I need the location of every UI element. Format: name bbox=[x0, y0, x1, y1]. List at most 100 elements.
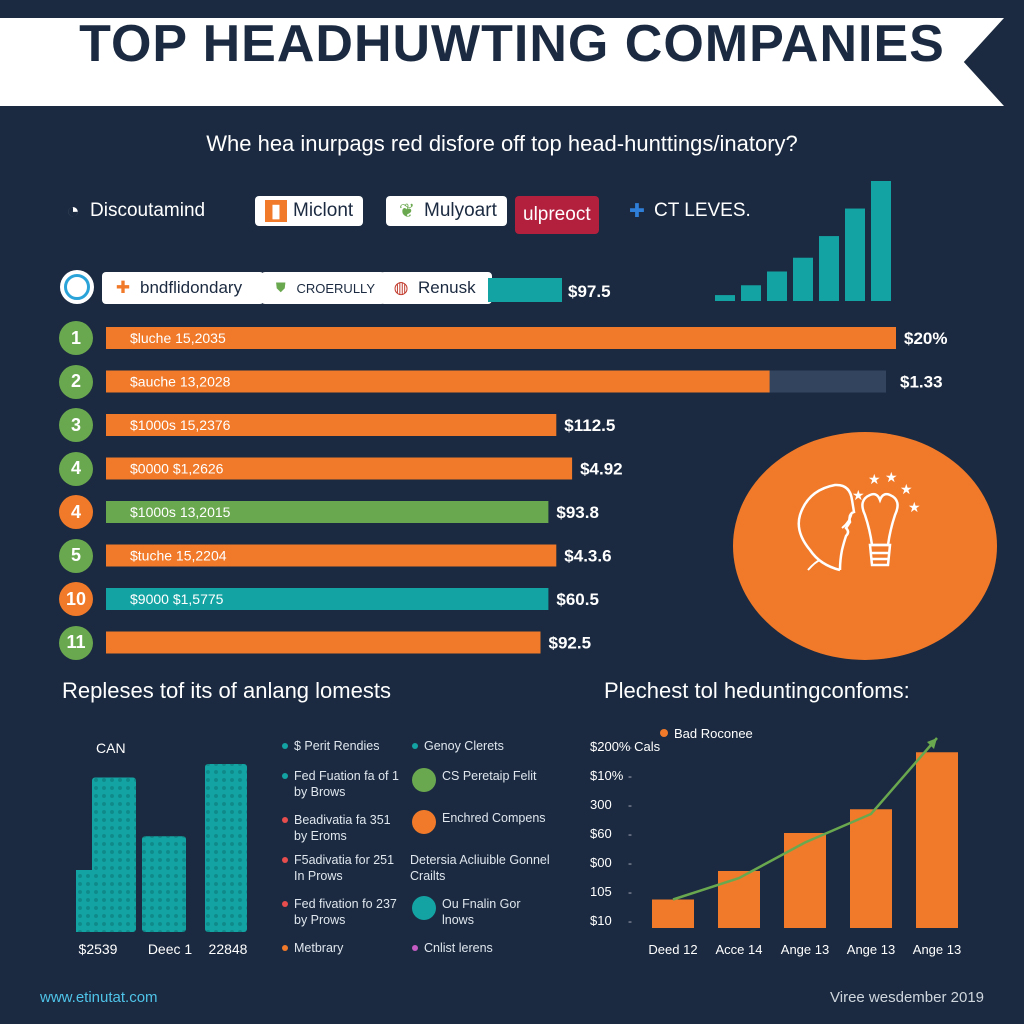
legend-dot bbox=[412, 945, 418, 951]
svg-text:★: ★ bbox=[900, 482, 913, 498]
y-tick-mark: - bbox=[628, 827, 632, 841]
head-bulb-icon: ★★ ★★★ bbox=[797, 470, 920, 572]
y-tick-mark: - bbox=[628, 769, 632, 783]
bar bbox=[106, 631, 541, 654]
legend-label: Enchred Compens bbox=[442, 811, 546, 825]
legend-dot bbox=[282, 773, 288, 779]
top-value-label: $97.5 bbox=[568, 282, 611, 301]
company-logo: ✚ bndflidondary bbox=[102, 272, 264, 304]
bar-value-label: $20% bbox=[904, 329, 947, 348]
bar bbox=[850, 809, 892, 928]
top-value-bar bbox=[488, 278, 562, 302]
x-tick-label: Deec 1 bbox=[148, 941, 193, 957]
footer-website[interactable]: www.etinutat.com bbox=[40, 989, 158, 1006]
ranked-bar-chart: $luche 15,2035 $20% $auche 13,2028 $1.33 $10… bbox=[106, 327, 947, 654]
globe-icon: ◍ bbox=[393, 278, 409, 297]
x-tick-label: $2539 bbox=[79, 941, 118, 957]
legend-dot bbox=[412, 896, 436, 920]
company-logo-name: CROERULLY bbox=[296, 280, 375, 296]
right-bar-chart: $10 -105 -$00 -$60 -300 -$10% -$200% Cals-Bad … bbox=[590, 726, 961, 957]
x-tick-label: Ange 13 bbox=[913, 942, 961, 957]
legend-label: Ou Fnalin Gor lnows bbox=[442, 897, 521, 927]
legend-dot bbox=[282, 743, 288, 749]
y-tick-mark: - bbox=[628, 885, 632, 899]
legend-label: Cnlist lerens bbox=[424, 941, 493, 955]
legend-label: Fed Fuation fa of 1 by Brows bbox=[294, 769, 399, 799]
y-tick-label: 105 bbox=[590, 884, 612, 899]
bar-value-label: $92.5 bbox=[549, 634, 592, 653]
bar-value-label: $4.3.6 bbox=[564, 547, 611, 566]
bar bbox=[142, 836, 186, 932]
bar-label: $tuche 15,2204 bbox=[130, 548, 227, 564]
growth-bar bbox=[819, 236, 839, 301]
x-tick-label: 22848 bbox=[209, 941, 248, 957]
bar-label: $9000 $1,5775 bbox=[130, 591, 224, 607]
growth-bar bbox=[845, 208, 865, 301]
swirl-icon: ◔ bbox=[66, 198, 80, 223]
legend-label: Genoy Clerets bbox=[424, 739, 504, 753]
bar-label: $luche 15,2035 bbox=[130, 330, 226, 346]
bar-value-label: $4.92 bbox=[580, 460, 623, 479]
legend-label: Metbrary bbox=[294, 941, 344, 955]
page-subtitle: Whe hea inurpags red disfore off top hea… bbox=[206, 131, 798, 156]
svg-text:★: ★ bbox=[868, 472, 881, 488]
rank-circle: 2 bbox=[59, 364, 93, 399]
bar-value-label: $112.5 bbox=[564, 416, 615, 435]
company-logo-name: Mulyoart bbox=[424, 200, 497, 221]
legend-item: $ Perit Rendies bbox=[282, 738, 407, 754]
y-tick-mark: - bbox=[628, 856, 632, 870]
title-banner bbox=[0, 18, 1004, 106]
bar bbox=[106, 370, 770, 393]
orange-plus-icon: ✚ bbox=[115, 278, 131, 297]
company-logo-name: bndflidondary bbox=[140, 278, 243, 297]
rank-circle: 4 bbox=[59, 451, 93, 486]
company-logo: ◔ Discoutamind bbox=[62, 198, 205, 223]
legend-dot bbox=[282, 945, 288, 951]
legend-dot bbox=[660, 729, 668, 737]
right-section-title: Plechest tol heduntingconfoms: bbox=[604, 678, 910, 703]
company-logo: ◍ Renusk bbox=[380, 272, 492, 304]
legend-dot bbox=[412, 810, 436, 834]
svg-text:★: ★ bbox=[908, 500, 920, 516]
bar-value-label: $60.5 bbox=[556, 590, 599, 609]
bar-segment bbox=[76, 870, 96, 932]
legend-dot bbox=[412, 768, 436, 792]
legend-item: Detersia Acliuible Gonnel Crailts bbox=[410, 852, 550, 884]
legend-item: Ou Fnalin Gor lnows bbox=[412, 896, 552, 928]
svg-text:★: ★ bbox=[885, 470, 898, 486]
bar bbox=[652, 899, 694, 928]
trend-line bbox=[672, 737, 938, 901]
company-logo: ▮ Miclont bbox=[255, 196, 364, 226]
rank-circle: 11 bbox=[59, 625, 93, 660]
x-tick-label: Acce 14 bbox=[716, 942, 763, 957]
company-logo-name: Miclont bbox=[293, 200, 354, 221]
svg-text:★: ★ bbox=[852, 488, 865, 504]
legend-item: F5adivatia for 251 In Prows bbox=[282, 852, 407, 884]
rank-circle: 1 bbox=[59, 321, 93, 355]
rank-circle: 5 bbox=[59, 538, 93, 573]
legend-label: CS Peretaip Felit bbox=[442, 769, 537, 783]
legend-item: Fed Fuation fa of 1 by Brows bbox=[282, 768, 407, 800]
legend-item: Cnlist lerens bbox=[412, 940, 552, 956]
x-tick-label: Deed 12 bbox=[648, 942, 697, 957]
legend-label: $ Perit Rendies bbox=[294, 739, 380, 753]
legend-label: F5adivatia for 251 In Prows bbox=[294, 853, 395, 883]
legend-label: Bad Roconee bbox=[674, 726, 753, 741]
y-tick-label: $10 bbox=[590, 913, 612, 928]
legend-item: Metbrary bbox=[282, 940, 407, 956]
bar-label: $1000s 15,2376 bbox=[130, 417, 231, 433]
company-logo-name: ulpreoct bbox=[523, 204, 591, 225]
bar bbox=[92, 777, 136, 932]
legend-item: CS Peretaip Felit bbox=[412, 768, 552, 792]
green-shield-icon: ⛊ bbox=[275, 280, 286, 295]
x-tick-label: Ange 13 bbox=[847, 942, 895, 957]
legend-item: Genoy Clerets bbox=[412, 738, 552, 754]
growth-bar bbox=[793, 257, 813, 301]
orange-square-icon: ▮ bbox=[265, 200, 287, 222]
bar bbox=[205, 764, 247, 932]
b-circle-icon bbox=[60, 270, 94, 304]
y-tick-label: 300 bbox=[590, 797, 612, 812]
bar bbox=[916, 752, 958, 928]
blue-cross-icon: ✚ bbox=[629, 200, 645, 222]
legend-item: Fed fivation fo 237 by Prows bbox=[282, 896, 407, 928]
